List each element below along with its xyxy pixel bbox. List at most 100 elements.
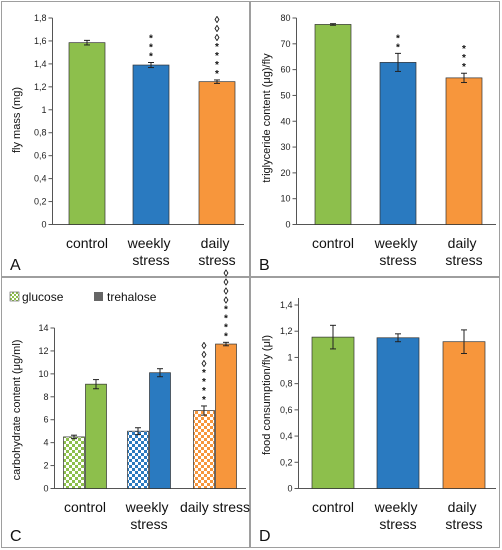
panel-b-bar-1 [379, 62, 417, 225]
panel-c-glucose-bar-2-significance-mark: * [202, 395, 206, 406]
panel-c-ytick-label: 14 [38, 323, 48, 333]
panel-d-label: D [259, 528, 271, 545]
panel-c-trehalose-bar-2-significance-mark: * [224, 304, 228, 315]
panel-c: glucose trehalose 0 2 4 6 8 10 12 14 carbohydra… [9, 268, 250, 545]
panel-d-cat-daily-l1: daily [448, 499, 477, 515]
panel-a-cat-weekly-l2: stress [132, 252, 169, 268]
panel-c-trehalose-bar-2 [215, 343, 237, 489]
panel-d-ylabel: food consumption/fly (μl) [261, 335, 273, 455]
panel-a-bar-2-significance-mark: * [215, 42, 219, 53]
panel-b-frame [250, 1, 500, 277]
panel-c-glucose-bar-1 [127, 430, 149, 489]
panel-c-ytick-label: 2 [43, 461, 48, 471]
panel-c-trehalose-bar-2-significance-mark: * [224, 322, 228, 333]
panel-b-ytick-label: 20 [280, 168, 290, 178]
panel-a-ytick-label: 1 [41, 105, 46, 115]
panel-b-ytick-label: 80 [280, 13, 290, 23]
panel-c-ytick-label: 0 [43, 484, 48, 494]
panel-b-ytick-label: 60 [280, 65, 290, 75]
panel-a-bar-1-significance-mark: * [149, 52, 153, 63]
panel-c-glucose-bar-2-significance-mark: ◊ [202, 359, 207, 370]
panel-c-frame [1, 277, 250, 548]
panel-a-bar-2-significance-mark: ◊ [215, 24, 220, 35]
panel-b-cat-daily-l2: stress [445, 252, 482, 268]
panel-d-ytick-label: 0 [287, 484, 292, 494]
panel-b-cat-daily-l1: daily [448, 235, 477, 251]
panel-d-ytick-label: 0,8 [280, 379, 293, 389]
panel-d-bar-2 [442, 341, 486, 489]
panel-a-bar-1-significance-mark: * [149, 34, 153, 45]
panel-b-cat-control: control [312, 235, 354, 251]
panel-c-glucose-bar-2-significance-mark: ◊ [202, 341, 207, 352]
panel-a-cat-weekly: weekly stress [127, 235, 175, 268]
panel-b-bar-1-significance-mark: * [396, 42, 400, 53]
panel-c-glucose-bar-2-significance-mark: * [202, 386, 206, 397]
panel-a-cat-daily: daily stress [198, 235, 235, 268]
panel-d-ytick-label: 0,2 [280, 457, 293, 467]
panel-c-trehalose-bar-2-significance-mark: ◊ [224, 286, 229, 297]
panel-c-glucose-bar-2-significance-mark: ◊ [202, 350, 207, 361]
panel-d-ytick-label: 1 [287, 352, 292, 362]
panel-c-trehalose-bar-2-significance-mark: * [224, 313, 228, 324]
panel-a-bar-2-significance-mark: ◊ [215, 33, 220, 44]
legend-trehalose-swatch [94, 292, 103, 301]
panel-a-ytick-label: 0,6 [34, 151, 47, 161]
panel-b: 0 10 20 30 40 50 60 70 80 triglyceride content (… [259, 13, 496, 274]
panel-a-bar-2-significance-mark: * [215, 69, 219, 80]
panel-c-glucose-bar-2-significance-mark: * [202, 377, 206, 388]
panel-a-ytick-label: 0,8 [34, 128, 47, 138]
panel-b-ytick-label: 30 [280, 142, 290, 152]
panel-a-bar-2-significance-mark: ◊ [215, 15, 220, 26]
panel-d-cat-weekly: weekly stress [374, 499, 422, 532]
panel-b-label: B [259, 257, 270, 274]
panel-a-ytick-label: 1,4 [34, 59, 47, 69]
panel-d-cat-weekly-l2: stress [379, 516, 416, 532]
panel-a-ylabel: fly mass (mg) [11, 87, 23, 153]
panel-a-label: A [10, 257, 21, 274]
panel-c-ylabel: carbohydrate content (μg/ml) [11, 340, 23, 481]
panel-b-ylabel: triglyceride content (μg)/fly [261, 53, 273, 183]
panel-a-cat-daily-l1: daily [201, 235, 230, 251]
panel-a-ytick-label: 1,6 [34, 36, 47, 46]
panel-a-ytick-label: 0,4 [34, 174, 47, 184]
panel-a-cat-control: control [66, 235, 108, 251]
panel-c-trehalose-bar-0 [85, 383, 107, 489]
panel-c-glucose-bar-2-significance-mark: * [202, 368, 206, 379]
panel-c-cat-weekly-l2: stress [130, 516, 167, 532]
panel-d-cat-control: control [312, 499, 354, 515]
panel-a-bar-2 [198, 81, 236, 225]
panel-a-ytick-label: 1,2 [34, 82, 47, 92]
panel-b-bar-2 [445, 77, 483, 225]
panel-b-cat-weekly-l1: weekly [374, 235, 418, 251]
panel-a-bar-0 [68, 42, 106, 225]
panel-b-cat-weekly-l2: stress [379, 252, 416, 268]
panel-c-label: C [10, 528, 22, 545]
legend-glucose-label: glucose [22, 290, 64, 304]
panel-c-cat-weekly: weekly stress [125, 499, 173, 532]
panel-d-ytick-label: 0,6 [280, 405, 293, 415]
panel-c-trehalose-bar-2-significance-mark: * [224, 331, 228, 342]
panel-a-ytick-label: 0,2 [34, 197, 47, 207]
panel-d-cat-daily-l2: stress [445, 516, 482, 532]
panel-c-ytick-label: 8 [43, 392, 48, 402]
panel-b-cat-weekly: weekly stress [374, 235, 422, 268]
panel-a-cat-daily-l2: stress [198, 252, 235, 268]
panel-b-bar-2-significance-mark: * [462, 62, 466, 73]
panel-a: 0 0,2 0,4 0,6 0,8 1 1,2 1,4 1,6 1,8 fly mass (mg)… [10, 13, 244, 274]
panel-b-bar-2-significance-mark: * [462, 53, 466, 64]
panel-d-ytick-label: 0,4 [280, 431, 293, 441]
panel-d-ytick-label: 1,4 [280, 300, 293, 310]
legend-trehalose-label: trehalose [107, 290, 157, 304]
panel-c-ytick-label: 6 [43, 415, 48, 425]
panel-b-ytick-label: 10 [280, 194, 290, 204]
panel-d: 0 0,2 0,4 0,6 0,8 1 1,2 1,4 food consumption/fl… [259, 298, 496, 545]
panel-a-cat-weekly-l1: weekly [127, 235, 171, 251]
panel-c-glucose-bar-2 [193, 410, 215, 489]
panel-d-frame [250, 277, 500, 548]
panel-b-ytick-label: 50 [280, 90, 290, 100]
panel-a-ytick-label: 1,8 [34, 13, 47, 23]
panel-c-glucose-bar-0 [63, 436, 85, 489]
panel-b-cat-daily: daily stress [445, 235, 482, 268]
panel-c-trehalose-bar-2-significance-mark: ◊ [224, 277, 229, 288]
panel-a-bar-1-significance-mark: * [149, 43, 153, 54]
